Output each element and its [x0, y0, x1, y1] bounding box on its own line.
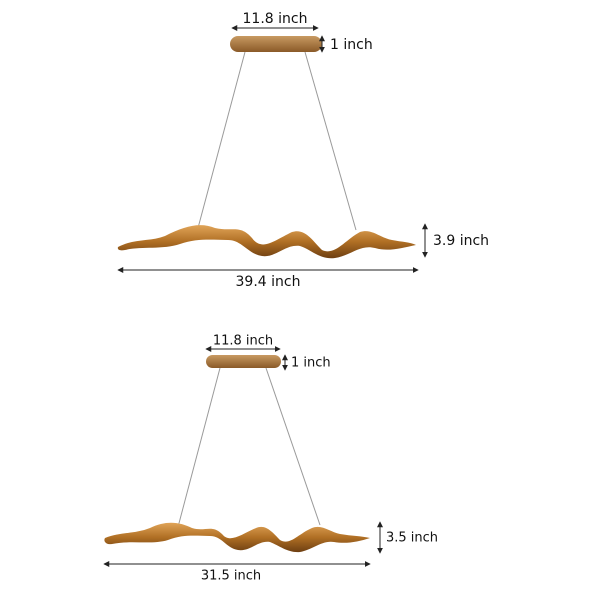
- lamp-body: [117, 225, 416, 259]
- length: 31.5 inch: [201, 569, 261, 584]
- wire: [304, 51, 357, 231]
- canopy-width: 11.8 inch: [243, 11, 308, 27]
- wire: [265, 367, 321, 526]
- canopy-height: 1 inch: [330, 37, 373, 53]
- height: 3.5 inch: [386, 531, 438, 546]
- canopy-height: 1 inch: [291, 356, 331, 371]
- wire: [177, 367, 221, 528]
- length: 39.4 inch: [236, 274, 301, 290]
- canopy: [230, 36, 322, 52]
- canopy: [206, 355, 281, 368]
- lamp-2: 11.8 inch 1 inch 3.5 inch 31.5 inch: [103, 334, 438, 584]
- lamp-body: [104, 522, 370, 553]
- canopy-width: 11.8 inch: [213, 334, 273, 349]
- lamp-1: 11.8 inch 1 inch 3.9 inch 39.4 inch: [117, 11, 489, 290]
- wire: [197, 51, 246, 229]
- height: 3.9 inch: [433, 233, 489, 249]
